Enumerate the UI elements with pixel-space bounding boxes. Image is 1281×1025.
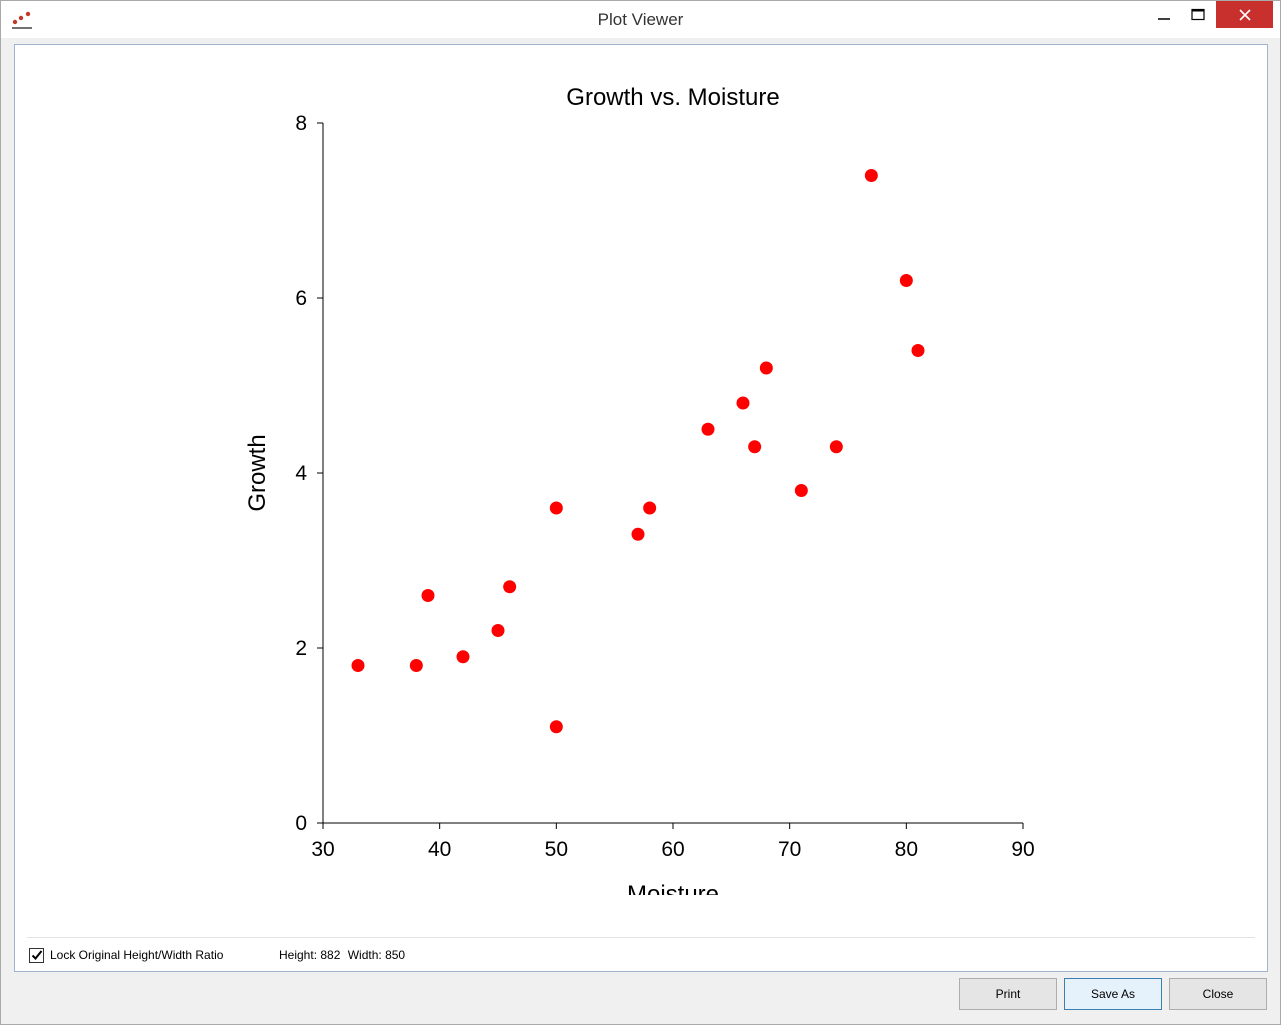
y-axis-label: Growth [244,434,271,511]
data-point [759,361,773,375]
data-point [736,396,750,410]
x-tick-label: 80 [895,838,918,861]
data-point [456,650,470,664]
lock-ratio-row[interactable]: Lock Original Height/Width Ratio [29,946,223,964]
data-point [503,580,517,594]
x-axis-label: Moisture [627,881,719,895]
minimize-icon [1158,17,1170,20]
save-as-button[interactable]: Save As [1064,978,1162,1010]
data-point [643,501,657,515]
x-tick-label: 70 [778,838,801,861]
close-button[interactable]: Close [1169,978,1267,1010]
data-point [748,440,762,454]
data-point [701,422,715,436]
data-point [864,169,878,182]
y-tick-label: 4 [295,462,307,485]
data-point [421,589,435,602]
plot-panel: Growth vs. Moisture 30 40 50 60 70 80 90 0 2 4 6 8 … [14,44,1268,972]
dimensions-readout: Height: 882 Width: 850 [279,948,409,962]
chart-title: Growth vs. Moisture [566,84,779,111]
scatter-app-icon [12,11,32,29]
y-tick-label: 0 [295,812,307,835]
window-close-button[interactable] [1216,1,1273,28]
data-point [409,659,423,672]
data-point [491,624,505,637]
y-tick-label: 2 [295,637,307,660]
x-tick-label: 60 [661,838,684,861]
data-point [794,484,808,497]
data-point [549,501,563,515]
options-divider [27,937,1255,938]
height-readout: Height: 882 [279,948,341,962]
x-tick-label: 50 [545,838,568,861]
lock-ratio-checkbox[interactable] [29,947,44,963]
width-readout: Width: 850 [347,948,406,962]
x-tick-label: 90 [1011,838,1034,861]
close-icon [1238,8,1251,21]
check-icon [31,950,42,960]
maximize-icon [1191,8,1205,20]
minimize-button[interactable] [1147,1,1181,28]
scatter-plot: Growth vs. Moisture 30 40 50 60 70 80 9002468 … [244,84,1035,895]
x-tick-label: 40 [428,838,451,861]
data-point [631,527,645,541]
x-tick-label: 30 [311,838,334,861]
lock-ratio-label: Lock Original Height/Width Ratio [50,948,224,962]
print-button[interactable]: Print [959,978,1057,1010]
title-bar[interactable]: Plot Viewer [1,1,1280,38]
chart-points [351,169,925,734]
data-point [549,720,563,734]
data-point [351,659,365,672]
y-tick-label: 8 [295,112,307,135]
data-point [899,274,913,287]
y-tick-label: 6 [295,287,307,310]
window-title: Plot Viewer [597,10,684,29]
data-point [911,344,925,357]
chart-axes: 30 40 50 60 70 80 90 0 2 4 6 8 [295,112,1034,861]
data-point [829,440,843,454]
maximize-button[interactable] [1181,1,1215,28]
